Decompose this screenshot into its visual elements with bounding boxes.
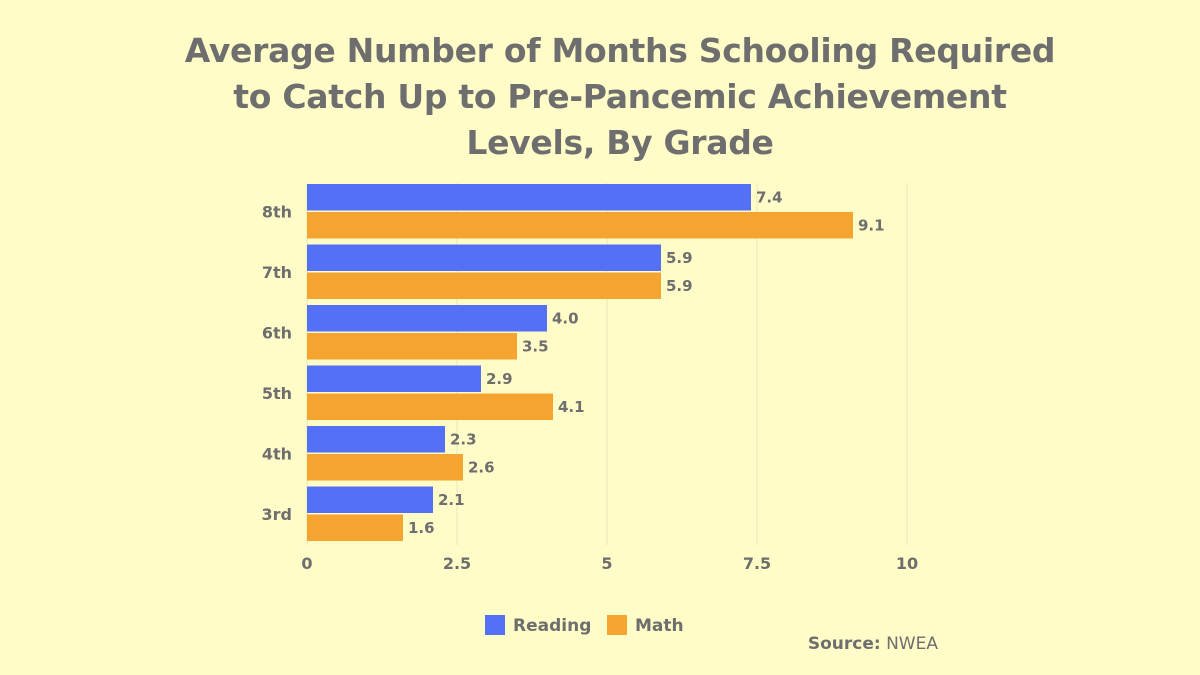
data-label: 4.0 (552, 309, 579, 327)
data-label: 2.1 (438, 491, 465, 509)
data-label: 5.9 (666, 277, 693, 295)
category-label: 4th (262, 445, 292, 464)
bar-reading (307, 305, 547, 332)
data-label: 1.6 (408, 519, 435, 537)
legend-label: Math (635, 616, 684, 636)
bar-math (307, 272, 661, 299)
grid-lines (306, 183, 908, 545)
legend: Reading Math (485, 615, 684, 636)
data-label: 3.5 (522, 337, 549, 355)
bar-math (307, 393, 553, 420)
x-tick-label: 0 (301, 554, 312, 573)
bar-reading (307, 426, 445, 453)
x-tick-label: 10 (896, 554, 918, 573)
data-label: 5.9 (666, 249, 693, 267)
category-label: 8th (262, 203, 292, 222)
source-note: Source: NWEA (808, 634, 938, 654)
data-label: 7.4 (756, 188, 783, 206)
x-tick-label: 5 (601, 554, 612, 573)
category-label: 6th (262, 324, 292, 343)
bars (307, 184, 853, 541)
source-label: Source: (807, 634, 881, 654)
bar-math (307, 514, 403, 541)
data-labels: 7.4 9.1 5.9 5.9 4.03.5 2.9 4.1 2.3 2.62.11.6 (408, 188, 885, 537)
bar-math (307, 212, 853, 239)
bar-reading (307, 486, 433, 513)
source-value: NWEA (886, 634, 938, 654)
x-tick-label: 7.5 (743, 554, 771, 573)
data-label: 9.1 (858, 216, 885, 234)
data-label: 2.6 (468, 458, 495, 476)
bar-reading (307, 365, 481, 392)
bar-math (307, 454, 463, 481)
data-label: 2.3 (450, 430, 477, 448)
category-label: 7th (262, 263, 292, 282)
category-labels: 8th 7th 6th 5th 4th 3rd (262, 203, 292, 525)
legend-label: Reading (513, 616, 591, 636)
category-label: 5th (262, 384, 292, 403)
legend-swatch-math (607, 615, 627, 635)
bar-reading (307, 184, 751, 211)
x-axis-ticks: 0 2.5 5 7.5 10 (301, 554, 918, 573)
bar-reading (307, 244, 661, 271)
legend-swatch-reading (485, 615, 505, 635)
data-label: 4.1 (558, 398, 585, 416)
chart-title: Average Number of Months Schooling Requi… (184, 31, 1056, 162)
category-label: 3rd (262, 505, 292, 524)
data-label: 2.9 (486, 370, 513, 388)
bar-math (307, 333, 517, 360)
x-tick-label: 2.5 (443, 554, 471, 573)
